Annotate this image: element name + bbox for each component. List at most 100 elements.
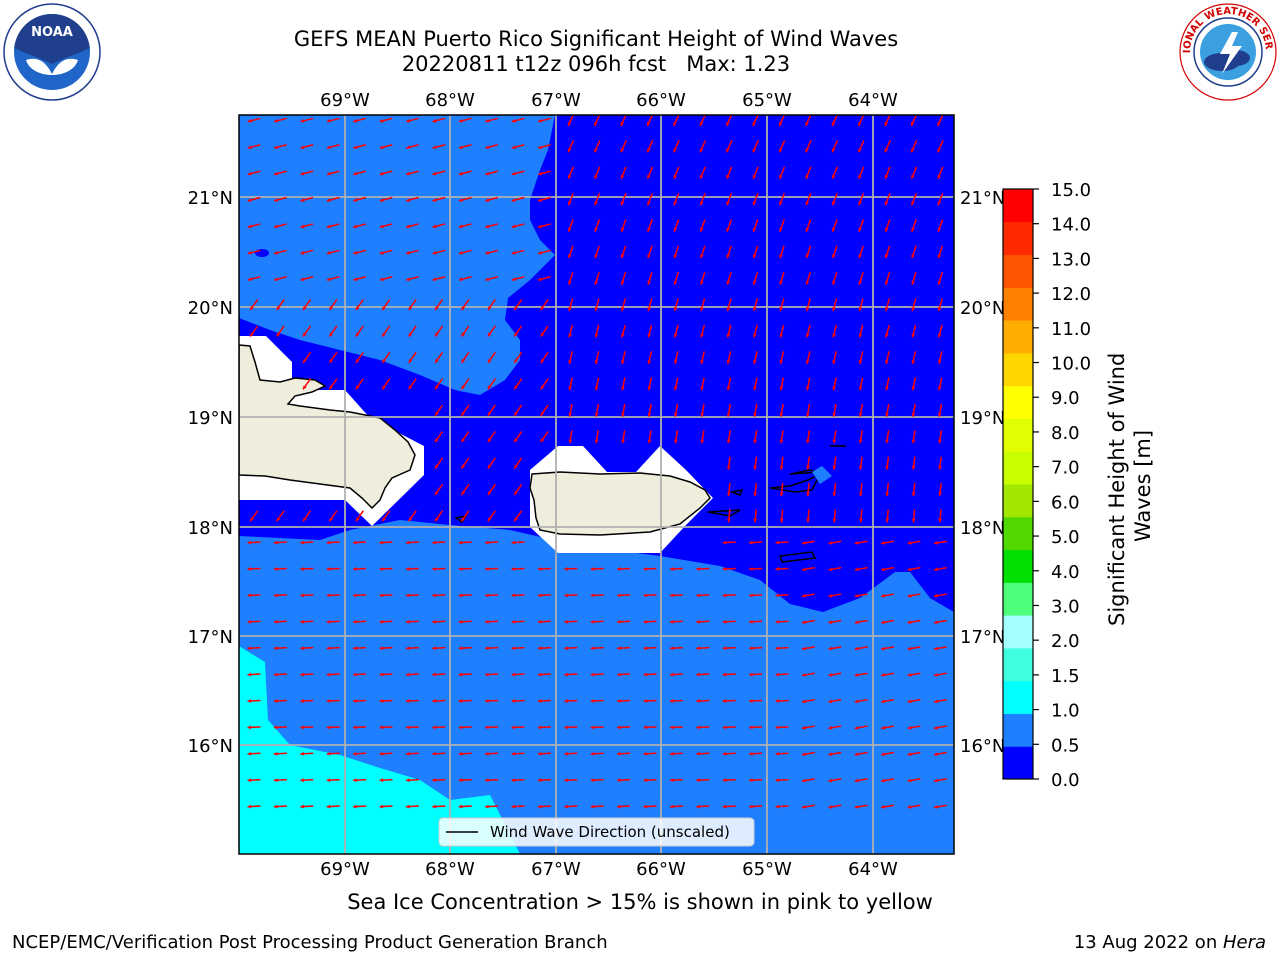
wind-wave-arrowhead (643, 672, 648, 677)
wind-wave-arrowhead (379, 593, 384, 598)
wind-wave-arrowhead (801, 725, 806, 730)
wind-wave-arrowhead (458, 699, 463, 703)
wind-wave-arrowhead (933, 699, 938, 704)
wind-wave-arrowhead (700, 386, 705, 391)
wind-wave-arrowhead (620, 254, 625, 259)
wind-wave-arrowhead (858, 280, 863, 285)
land-culebra (729, 488, 744, 496)
wind-wave-arrowhead (801, 541, 806, 545)
wind-wave-arrowhead (353, 540, 357, 545)
wind-wave-arrowhead (832, 333, 836, 338)
wind-wave-arrowhead (353, 646, 357, 651)
wind-wave-arrowhead (514, 411, 518, 416)
wind-wave-arrowhead (673, 121, 677, 126)
wind-wave-arrowhead (432, 646, 436, 651)
wind-wave-arrowhead (300, 699, 304, 703)
wind-wave-arrowhead (355, 332, 360, 337)
wind-wave-arrowhead (669, 567, 674, 571)
wind-wave-arrowhead (300, 171, 305, 176)
wind-wave-arrowhead (514, 464, 518, 469)
wind-wave-arrowhead (432, 171, 437, 176)
wind-wave-arrowhead (831, 201, 836, 206)
wind-wave-arrowhead (432, 118, 437, 123)
wind-wave-arrowhead (933, 567, 938, 572)
lon-labels-top: 69°W 68°W 67°W 66°W 65°W 64°W (320, 90, 898, 111)
wind-wave-arrowhead (753, 518, 758, 523)
wind-wave-arrowhead (379, 540, 384, 545)
colorbar-tick-label: 14.0 (1051, 215, 1091, 236)
wind-wave-arrowhead (276, 332, 281, 337)
wind-wave-arrowhead (405, 619, 410, 624)
wind-wave-arrowhead (538, 250, 543, 255)
wind-wave-arrowhead (379, 224, 384, 229)
wind-wave-arrowhead (885, 439, 890, 444)
lat-labels-left: 21°N 20°N 19°N 18°N 17°N 16°N (188, 188, 233, 757)
lon-label: 65°W (742, 90, 792, 111)
land-puerto-rico (529, 471, 711, 536)
wind-wave-arrowhead (884, 254, 889, 259)
wind-wave-arrowhead (617, 699, 621, 703)
colorbar-label-line-1: Significant Height of Wind (1105, 353, 1129, 626)
title-line-1: GEFS MEAN Puerto Rico Significant Height… (293, 27, 899, 51)
wind-wave-arrowhead (854, 567, 859, 572)
wind-wave-arrowhead (247, 540, 252, 545)
wind-wave-arrowhead (273, 725, 278, 730)
wind-wave-arrowhead (881, 673, 885, 677)
wind-wave-arrowhead (514, 332, 518, 337)
wind-wave-arrowhead (722, 593, 727, 598)
wind-wave-arrowhead (461, 332, 466, 337)
wind-wave-arrowhead (458, 751, 463, 756)
wind-wave-arrowhead (435, 358, 439, 363)
wind-wave-arrowhead (669, 646, 674, 651)
wind-wave-arrowhead (485, 778, 489, 783)
wind-wave-arrowhead (775, 804, 780, 809)
wind-wave-arrowhead (564, 804, 568, 809)
wind-wave-arrowhead (620, 174, 625, 179)
wind-wave-arrowhead (884, 307, 889, 312)
wind-wave-arrowhead (329, 385, 334, 390)
wind-wave-arrowhead (617, 646, 621, 651)
wind-wave-arrowhead (699, 201, 704, 206)
wind-wave-arrowhead (673, 360, 678, 364)
colorbar-tick-label: 0.5 (1051, 735, 1080, 756)
wind-wave-arrowhead (432, 567, 436, 571)
wind-wave-arrowhead (779, 360, 784, 364)
wind-wave-arrowhead (775, 567, 780, 571)
wind-wave-arrowhead (379, 171, 384, 176)
wind-wave-arrowhead (405, 778, 410, 783)
wind-wave-arrowhead (300, 277, 305, 282)
wind-wave-arrowhead (621, 386, 625, 391)
wind-wave-arrowhead (406, 224, 411, 229)
wind-wave-arrowhead (907, 567, 912, 572)
wind-wave-arrowhead (594, 148, 598, 153)
wind-wave-arrowhead (247, 619, 252, 624)
wind-wave-arrowhead (752, 227, 757, 232)
wind-wave-arrowhead (726, 148, 730, 153)
wind-wave-arrowhead (673, 280, 678, 285)
wind-wave-arrowhead (458, 224, 463, 229)
wind-wave-arrowhead (779, 492, 784, 497)
wind-wave-arrowhead (933, 725, 938, 730)
colorbar-segment (1003, 451, 1033, 485)
wind-wave-arrowhead (247, 567, 252, 571)
wind-wave-arrowhead (617, 672, 621, 677)
wind-wave-arrowhead (647, 227, 651, 232)
lat-label: 20°N (188, 298, 233, 319)
wind-wave-arrowhead (353, 619, 357, 624)
wind-wave-arrowhead (274, 198, 279, 202)
wind-wave-arrowhead (722, 646, 727, 651)
wind-wave-arrowhead (353, 567, 357, 571)
wind-wave-arrowhead (854, 620, 859, 625)
wind-wave-arrowhead (432, 593, 436, 598)
wind-wave-arrowhead (485, 567, 489, 571)
wind-wave-arrowhead (907, 593, 912, 598)
wave-patch (255, 249, 269, 257)
wind-wave-arrowhead (540, 411, 545, 416)
wind-wave-arrowhead (511, 619, 516, 624)
wind-wave-arrowhead (540, 332, 545, 337)
wind-wave-arrowhead (406, 171, 411, 176)
wind-wave-arrowhead (273, 751, 278, 756)
wind-wave-arrowhead (620, 227, 625, 232)
wind-wave-arrowhead (620, 148, 625, 153)
